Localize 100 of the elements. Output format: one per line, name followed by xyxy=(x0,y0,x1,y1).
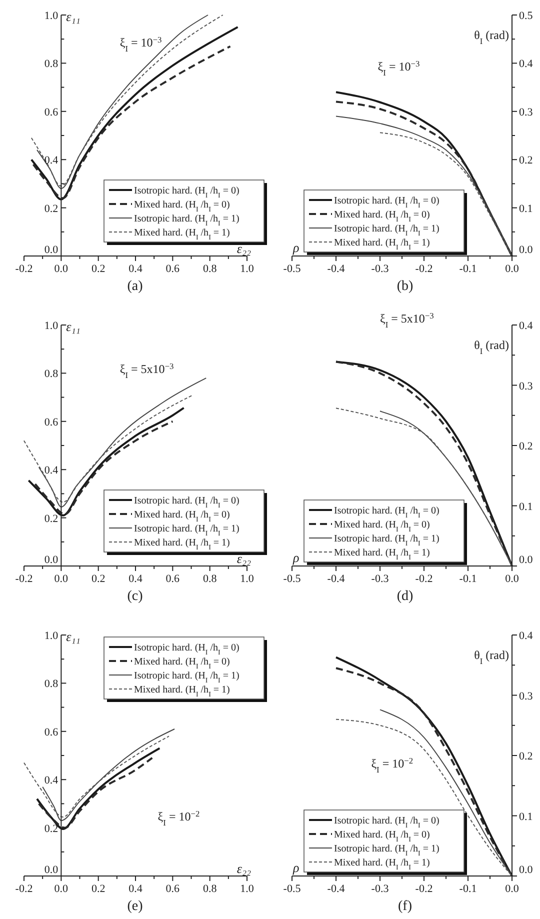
x-axis-title: ρ xyxy=(292,550,300,565)
x-tick-label: -0.3 xyxy=(371,573,390,585)
y-tick-label: 0.2 xyxy=(44,202,58,215)
x-tick-label: 0.4 xyxy=(128,263,143,275)
y-tick-label: 0.1 xyxy=(519,202,533,215)
x-tick-label: -0.4 xyxy=(327,883,346,895)
x-tick-label: -0.1 xyxy=(459,263,477,275)
y-tick-label: 0.8 xyxy=(44,678,59,690)
legend-label: Isotropic hard. (H$_{I}$ /h$_{I}$ = 0) xyxy=(134,186,240,200)
annotation: ξ$_{I}$ = 10$^{−2}$ xyxy=(158,809,200,828)
x-tick-label: 0.4 xyxy=(128,883,143,895)
x-tick-label: 1.0 xyxy=(240,573,254,585)
y-tick-label: 0.4 xyxy=(519,630,534,642)
legend-label: Mixed hard. (H$_{I}$ /h$_{I}$ = 1) xyxy=(334,238,430,252)
x-tick-label: 0.2 xyxy=(91,883,106,895)
legend-label: Mixed hard. (H$_{I}$ /h$_{I}$ = 0) xyxy=(134,656,230,670)
annotation: ξ$_{I}$ = 5x10$^{−3}$ xyxy=(380,311,434,330)
line-series xyxy=(336,408,512,566)
legend-label: Mixed hard. (H$_{I}$ /h$_{I}$ = 1) xyxy=(334,858,430,872)
legend-label: Mixed hard. (H$_{I}$ /h$_{I}$ = 0) xyxy=(334,520,430,534)
annotation: ξ$_{I}$ = 10$^{−3}$ xyxy=(378,58,420,77)
y-axis-title: θ$_{I}$ (rad) xyxy=(474,338,509,356)
y-tick-label: 0.5 xyxy=(519,10,534,22)
x-axis-title: ε₂₂ xyxy=(236,551,252,566)
y-axis-title: θ$_{I}$ (rad) xyxy=(474,28,509,46)
y-tick-label: 0.0 xyxy=(44,244,59,256)
text: (d) xyxy=(396,589,414,604)
x-tick-label: 0.8 xyxy=(202,573,218,585)
x-tick-label: 0.6 xyxy=(166,263,180,275)
y-tick-label: 0.4 xyxy=(44,464,59,477)
x-tick-label: 0.0 xyxy=(505,883,520,895)
x-tick-label: -0.2 xyxy=(415,573,433,585)
legend-label: Mixed hard. (H$_{I}$ /h$_{I}$ = 1) xyxy=(134,228,230,242)
y-axis-title: θ$_{I}$ (rad) xyxy=(474,648,509,666)
x-tick-label: -0.1 xyxy=(459,883,477,895)
legend-label: Isotropic hard. (H$_{I}$ /h$_{I}$ = 1) xyxy=(334,534,440,548)
y-tick-label: 0.3 xyxy=(519,380,534,392)
x-tick-label: 0.0 xyxy=(505,573,520,585)
y-tick-label: 0.6 xyxy=(44,416,59,428)
y-axis-title: ε₁₁ xyxy=(66,9,80,24)
text: (c) xyxy=(127,589,144,604)
y-tick-label: 0.8 xyxy=(44,368,59,380)
y-tick-label: 0.4 xyxy=(44,774,59,787)
line-series xyxy=(42,728,176,822)
x-tick-label: 0.2 xyxy=(91,573,106,585)
y-tick-label: 0.2 xyxy=(44,822,58,835)
y-tick-label: 0.0 xyxy=(519,244,534,256)
x-tick-label: 0.4 xyxy=(128,573,143,585)
x-tick-label: 1.0 xyxy=(240,263,254,275)
x-tick-label: -0.5 xyxy=(283,883,302,895)
legend-label: Mixed hard. (H$_{I}$ /h$_{I}$ = 0) xyxy=(334,210,430,224)
x-tick-label: 0.0 xyxy=(54,573,69,585)
x-tick-label: 0.0 xyxy=(54,883,69,895)
legend-label: Mixed hard. (H$_{I}$ /h$_{I}$ = 0) xyxy=(334,830,430,844)
y-tick-label: 1.0 xyxy=(44,320,59,332)
x-tick-label: -0.3 xyxy=(371,883,390,895)
annotation: ξ$_{I}$ = 10$^{−3}$ xyxy=(120,34,162,53)
x-tick-label: 0.6 xyxy=(166,573,180,585)
y-tick-label: 0.2 xyxy=(44,512,58,525)
y-tick-label: 0.2 xyxy=(519,750,533,762)
annotation: ξ$_{I}$ = 5x10$^{−3}$ xyxy=(120,362,174,380)
y-tick-label: 0.4 xyxy=(519,320,534,332)
legend-label: Isotropic hard. (H$_{I}$ /h$_{I}$ = 0) xyxy=(134,496,240,510)
x-tick-label: -0.3 xyxy=(371,263,390,275)
y-tick-label: 0.6 xyxy=(44,726,59,738)
legend-label: Mixed hard. (H$_{I}$ /h$_{I}$ = 1) xyxy=(134,538,230,552)
text: (b) xyxy=(396,279,414,294)
x-tick-label: 0.2 xyxy=(91,263,106,275)
legend-label: Isotropic hard. (H$_{I}$ /h$_{I}$ = 1) xyxy=(134,214,240,228)
x-tick-label: 0.6 xyxy=(166,883,180,895)
y-tick-label: 0.8 xyxy=(44,58,59,70)
x-axis-title: ε₂₂ xyxy=(236,861,252,876)
y-tick-label: 1.0 xyxy=(44,10,59,22)
line-series xyxy=(38,378,207,508)
legend-label: Isotropic hard. (H$_{I}$ /h$_{I}$ = 0) xyxy=(334,816,440,830)
y-tick-label: 0.0 xyxy=(519,864,534,876)
x-tick-label: -0.2 xyxy=(15,573,33,585)
y-tick-label: 0.3 xyxy=(519,690,534,702)
x-axis-title: ρ xyxy=(292,860,300,875)
y-tick-label: 0.1 xyxy=(519,500,533,513)
legend-label: Isotropic hard. (H$_{I}$ /h$_{I}$ = 0) xyxy=(334,196,440,210)
legend-label: Isotropic hard. (H$_{I}$ /h$_{I}$ = 1) xyxy=(334,224,440,238)
y-tick-label: 0.6 xyxy=(44,106,59,118)
y-tick-label: 1.0 xyxy=(44,630,59,642)
legend-label: Isotropic hard. (H$_{I}$ /h$_{I}$ = 1) xyxy=(334,844,440,858)
annotation: ξ$_{I}$ = 10$^{−2}$ xyxy=(371,756,414,774)
y-tick-label: 0.0 xyxy=(44,554,59,566)
x-tick-label: -0.2 xyxy=(415,263,433,275)
x-tick-label: -0.4 xyxy=(327,263,346,275)
y-tick-label: 0.4 xyxy=(519,58,534,70)
y-axis-title: ε₁₁ xyxy=(66,319,80,334)
x-tick-label: 0.8 xyxy=(202,883,218,895)
legend-label: Mixed hard. (H$_{I}$ /h$_{I}$ = 0) xyxy=(134,510,230,524)
y-tick-label: 0.0 xyxy=(44,864,59,876)
legend-label: Mixed hard. (H$_{I}$ /h$_{I}$ = 1) xyxy=(334,548,430,562)
x-axis-title: ρ xyxy=(292,240,300,255)
legend-label: Isotropic hard. (H$_{I}$ /h$_{I}$ = 0) xyxy=(134,642,240,656)
text: (f) xyxy=(398,899,412,914)
legend-label: Mixed hard. (H$_{I}$ /h$_{I}$ = 1) xyxy=(134,684,230,698)
x-axis-title: ε₂₂ xyxy=(236,241,252,256)
